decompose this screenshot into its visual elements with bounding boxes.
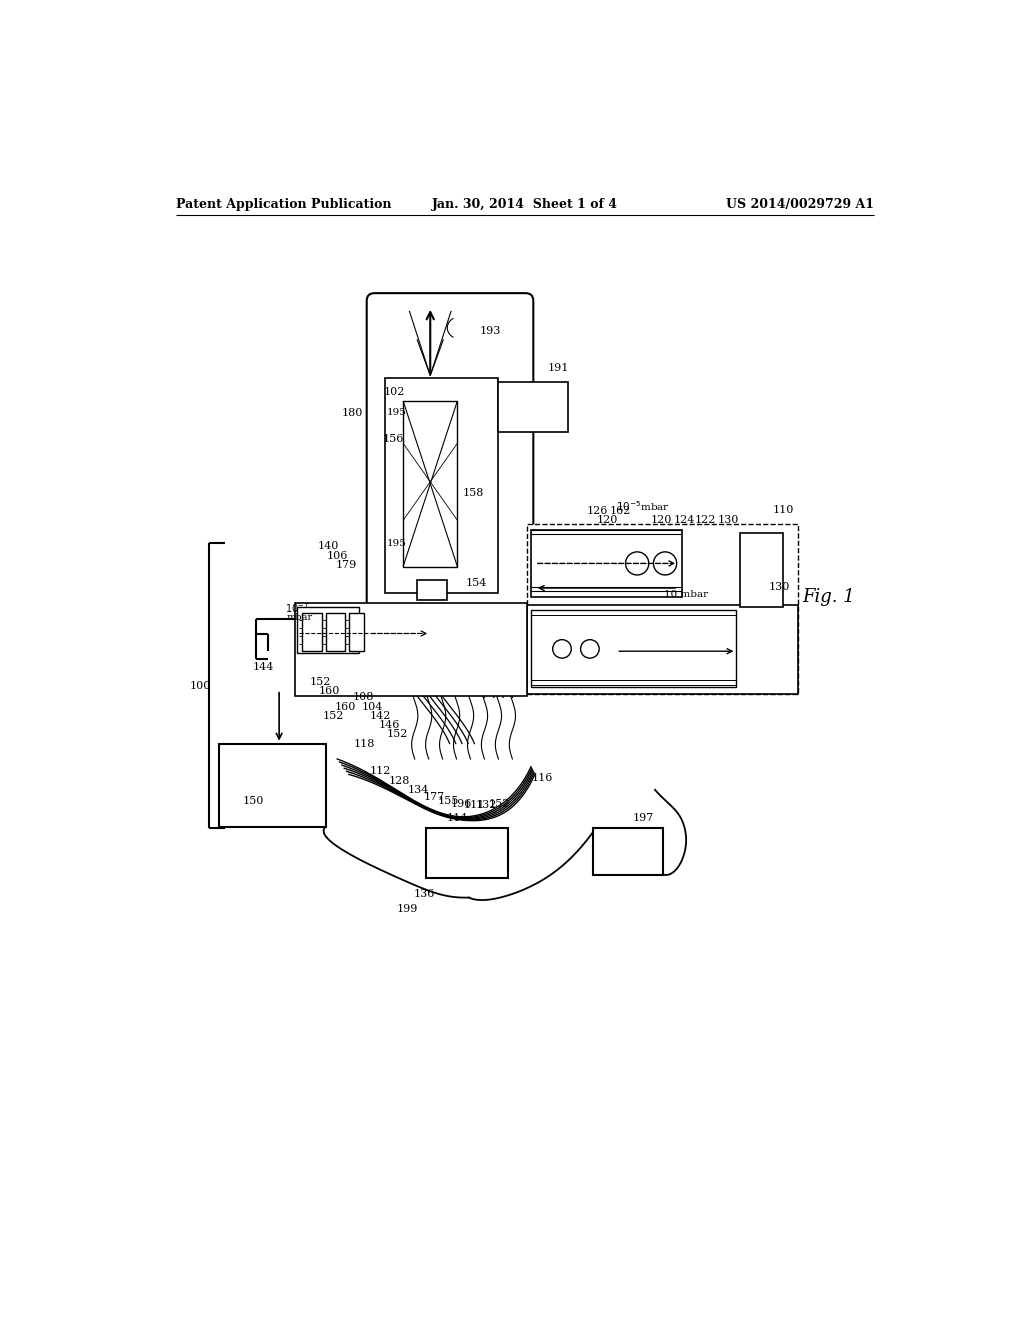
Text: 180: 180: [342, 408, 364, 417]
Text: 152: 152: [488, 799, 510, 809]
Text: 152: 152: [309, 677, 331, 686]
Text: 177: 177: [424, 792, 444, 803]
Text: 102: 102: [384, 387, 406, 397]
Bar: [302, 612, 322, 651]
Text: 134: 134: [408, 785, 429, 795]
Bar: [531, 529, 682, 598]
Text: mbar: mbar: [287, 612, 313, 622]
Text: 162: 162: [609, 506, 631, 516]
Bar: [499, 381, 568, 432]
Text: 136: 136: [414, 888, 435, 899]
Text: 152: 152: [387, 730, 409, 739]
Text: 100: 100: [189, 681, 211, 690]
Bar: [297, 607, 359, 653]
Text: 104: 104: [361, 702, 383, 711]
Text: 156: 156: [382, 434, 403, 445]
Text: 111: 111: [464, 800, 485, 810]
Text: 199: 199: [396, 904, 418, 915]
Text: 150: 150: [243, 796, 264, 807]
Text: 124: 124: [674, 515, 695, 524]
Text: $10^{-7}$: $10^{-7}$: [285, 601, 309, 615]
Text: 120: 120: [650, 515, 672, 524]
Text: 195: 195: [387, 408, 407, 417]
FancyBboxPatch shape: [367, 293, 534, 632]
Text: 106: 106: [327, 550, 348, 561]
Text: 122: 122: [694, 515, 716, 524]
Text: 158: 158: [462, 488, 483, 499]
Text: US 2014/0029729 A1: US 2014/0029729 A1: [726, 198, 873, 211]
Bar: [295, 603, 527, 696]
Text: 152: 152: [323, 711, 344, 721]
Text: Jan. 30, 2014  Sheet 1 of 4: Jan. 30, 2014 Sheet 1 of 4: [432, 198, 617, 211]
Bar: [219, 743, 327, 826]
Text: 126: 126: [586, 506, 607, 516]
Text: 128: 128: [388, 776, 410, 785]
Text: 155: 155: [437, 796, 459, 807]
Text: 160: 160: [318, 686, 340, 696]
Bar: [326, 612, 345, 651]
Text: 142: 142: [370, 711, 391, 721]
Bar: [349, 612, 365, 651]
Text: 179: 179: [336, 560, 357, 570]
Bar: [740, 533, 783, 607]
Text: 144: 144: [253, 661, 274, 672]
Bar: [403, 401, 458, 566]
Text: 160: 160: [334, 702, 355, 711]
Text: 196: 196: [451, 799, 472, 809]
Text: 130: 130: [768, 582, 790, 593]
Text: 114: 114: [446, 813, 468, 824]
Bar: [426, 829, 508, 878]
Bar: [593, 829, 663, 875]
Text: 118: 118: [353, 739, 375, 748]
Bar: [527, 524, 799, 693]
Text: 154: 154: [466, 578, 487, 589]
Text: Patent Application Publication: Patent Application Publication: [176, 198, 391, 211]
Text: 120: 120: [596, 515, 617, 524]
Text: $10^{-5}$mbar: $10^{-5}$mbar: [616, 499, 671, 512]
Bar: [531, 610, 736, 688]
Bar: [527, 605, 799, 693]
Text: 132: 132: [476, 800, 498, 810]
Bar: [417, 581, 446, 599]
Text: 130: 130: [718, 515, 739, 524]
Text: 10 mbar: 10 mbar: [664, 590, 708, 599]
Text: 140: 140: [317, 541, 339, 552]
Text: 110: 110: [772, 506, 794, 515]
Text: 108: 108: [353, 693, 375, 702]
Text: 146: 146: [379, 721, 399, 730]
Text: 195: 195: [387, 539, 407, 548]
Text: 112: 112: [370, 766, 390, 776]
Text: 191: 191: [548, 363, 568, 372]
Bar: [385, 378, 498, 594]
Text: 193: 193: [480, 326, 502, 335]
Text: 116: 116: [531, 774, 553, 783]
Text: Fig. 1: Fig. 1: [802, 589, 855, 606]
Text: 197: 197: [633, 813, 654, 824]
